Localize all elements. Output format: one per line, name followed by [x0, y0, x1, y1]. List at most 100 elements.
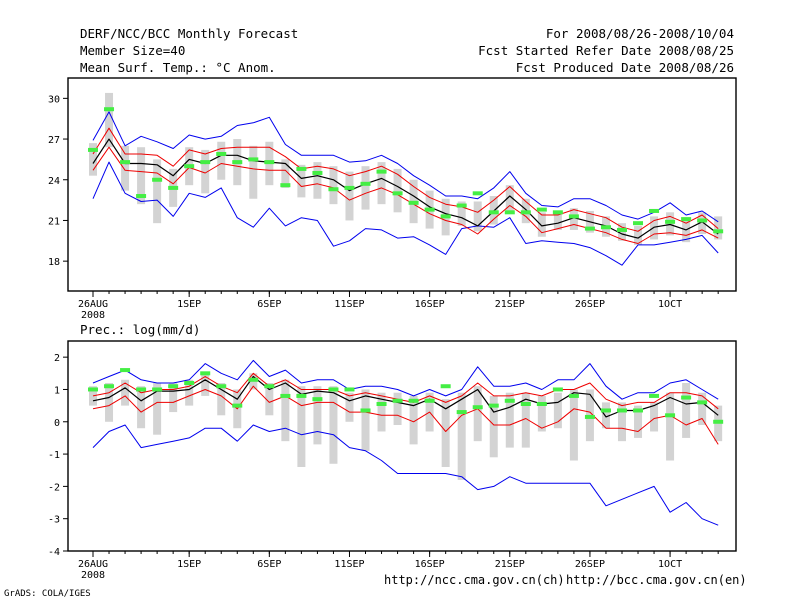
prec-observed-marker	[88, 387, 98, 392]
prec-spread-box	[185, 379, 194, 406]
prec-spread-box	[617, 402, 626, 442]
prec-spread-box	[345, 392, 354, 422]
temp-spread-box	[89, 143, 97, 176]
temp-spread-box	[281, 159, 290, 188]
prec-observed-marker	[280, 393, 291, 398]
temp-observed-marker	[472, 191, 483, 196]
temp-observed-marker	[136, 194, 147, 199]
temp-spread-box	[153, 159, 162, 224]
prec-upper-line	[92, 372, 719, 410]
temp-spread-box	[569, 208, 578, 230]
prec-observed-marker	[264, 384, 275, 389]
prec-spread-box	[313, 386, 322, 445]
prec-observed-marker	[616, 408, 627, 413]
prec-observed-marker	[472, 405, 483, 410]
temp-observed-marker	[200, 160, 211, 165]
prec-observed-marker	[600, 408, 611, 413]
prec-observed-marker	[360, 408, 371, 413]
temp-observed-marker	[344, 185, 355, 190]
temp-observed-marker	[248, 157, 259, 162]
temperature-panel: 18 21 24 27 30 26AUG 1SEP 6SEP 11SEP 16SEP 21SEP 26…	[48, 77, 737, 321]
prec-observed-marker	[456, 410, 467, 415]
prec-spread-box	[297, 386, 306, 467]
temp-spread-box	[505, 185, 514, 213]
prec-spread-box	[89, 386, 97, 406]
prec-lower-line	[92, 385, 719, 445]
ncc-url-link[interactable]: http://ncc.cma.gov.cn(ch)	[384, 573, 565, 587]
temp-upper-line	[92, 127, 719, 232]
prec-observed-marker	[104, 384, 115, 389]
temp-observed-marker	[232, 160, 243, 165]
temp-observed-marker	[584, 226, 595, 231]
temp-observed-marker	[504, 210, 515, 215]
prec-y-tick-label: 1	[54, 385, 60, 396]
prec-observed-marker	[440, 384, 451, 389]
temp-x-tick-label: 11SEP	[334, 299, 364, 310]
grads-credit: GrADS: COLA/IGES	[4, 589, 91, 599]
prec-spread-box	[521, 392, 530, 448]
temp-spread-box	[377, 162, 386, 205]
prec-y-tick-label: 2	[54, 353, 60, 364]
prec-y-tick-label: -2	[48, 482, 60, 493]
temp-spread-box	[361, 166, 370, 210]
temp-observed-marker	[665, 219, 676, 224]
temp-y-tick-label: 27	[48, 135, 60, 146]
prec-y-tick-label: 0	[54, 418, 60, 429]
prec-y-tick-label: -3	[48, 515, 60, 526]
prec-observed-marker	[568, 393, 579, 398]
temp-observed-marker	[184, 164, 195, 169]
temp-mean-line	[92, 138, 719, 239]
prec-observed-marker	[504, 398, 515, 403]
temp-lower-line	[92, 146, 719, 244]
prec-spread-box	[553, 392, 562, 429]
temp-observed-marker	[713, 229, 724, 234]
prec-spread-box	[698, 392, 707, 425]
prec-observed-marker	[488, 403, 499, 408]
temp-x-tick-label: 16SEP	[415, 299, 445, 310]
prec-observed-marker	[296, 393, 307, 398]
temp-x-tick-label: 6SEP	[257, 299, 281, 310]
temp-spread-box	[345, 171, 354, 221]
prec-spread-box	[137, 386, 146, 429]
prec-observed-marker	[216, 384, 227, 389]
prec-x-tick-label: 1SEP	[177, 559, 201, 570]
prec-spread-box	[682, 383, 691, 438]
temp-x-tick-label: 26SEP	[575, 299, 605, 310]
temp-observed-marker	[440, 214, 451, 219]
prec-observed-marker	[649, 393, 660, 398]
temp-observed-marker	[392, 191, 403, 196]
temp-variable-label: Mean Surf. Temp.: °C Anom.	[80, 60, 276, 75]
prec-observed-marker	[536, 402, 547, 406]
temp-y-tick-label: 21	[48, 216, 60, 227]
prec-observed-marker	[152, 387, 163, 392]
prec-observed-marker	[328, 387, 339, 392]
temp-y-tick-label: 30	[48, 94, 60, 105]
prec-observed-marker	[392, 398, 403, 403]
prec-spread-box	[329, 386, 338, 464]
prec-observed-marker	[697, 400, 708, 405]
temp-observed-marker	[88, 147, 98, 152]
prec-spread-box	[361, 389, 370, 451]
temp-observed-marker	[697, 218, 708, 223]
prec-observed-marker	[713, 419, 724, 424]
prec-y-tick-label: -1	[48, 450, 60, 461]
temp-spread-box	[329, 166, 338, 205]
temp-spread-box	[666, 212, 675, 236]
temp-observed-marker	[312, 170, 323, 175]
forecast-started-date: Fcst Started Refer Date 2008/08/25	[478, 43, 734, 58]
temp-x-tick-label: 1OCT	[658, 299, 682, 310]
temp-spread-box	[634, 225, 643, 245]
prec-observed-marker	[681, 395, 692, 400]
temp-observed-marker	[152, 177, 163, 182]
prec-spread-box	[377, 392, 386, 432]
temp-spread-box	[105, 92, 114, 148]
temp-observed-marker	[264, 160, 275, 165]
temp-spread-box	[537, 212, 546, 237]
prec-spread-box	[393, 392, 402, 425]
bcc-url-link[interactable]: http://bcc.cma.gov.cn(en)	[566, 573, 747, 587]
prec-x-tick-label: 6SEP	[257, 559, 281, 570]
temp-plot-frame	[67, 77, 737, 292]
prec-x-tick-label: 1OCT	[658, 559, 682, 570]
temp-spread-box	[313, 162, 322, 199]
